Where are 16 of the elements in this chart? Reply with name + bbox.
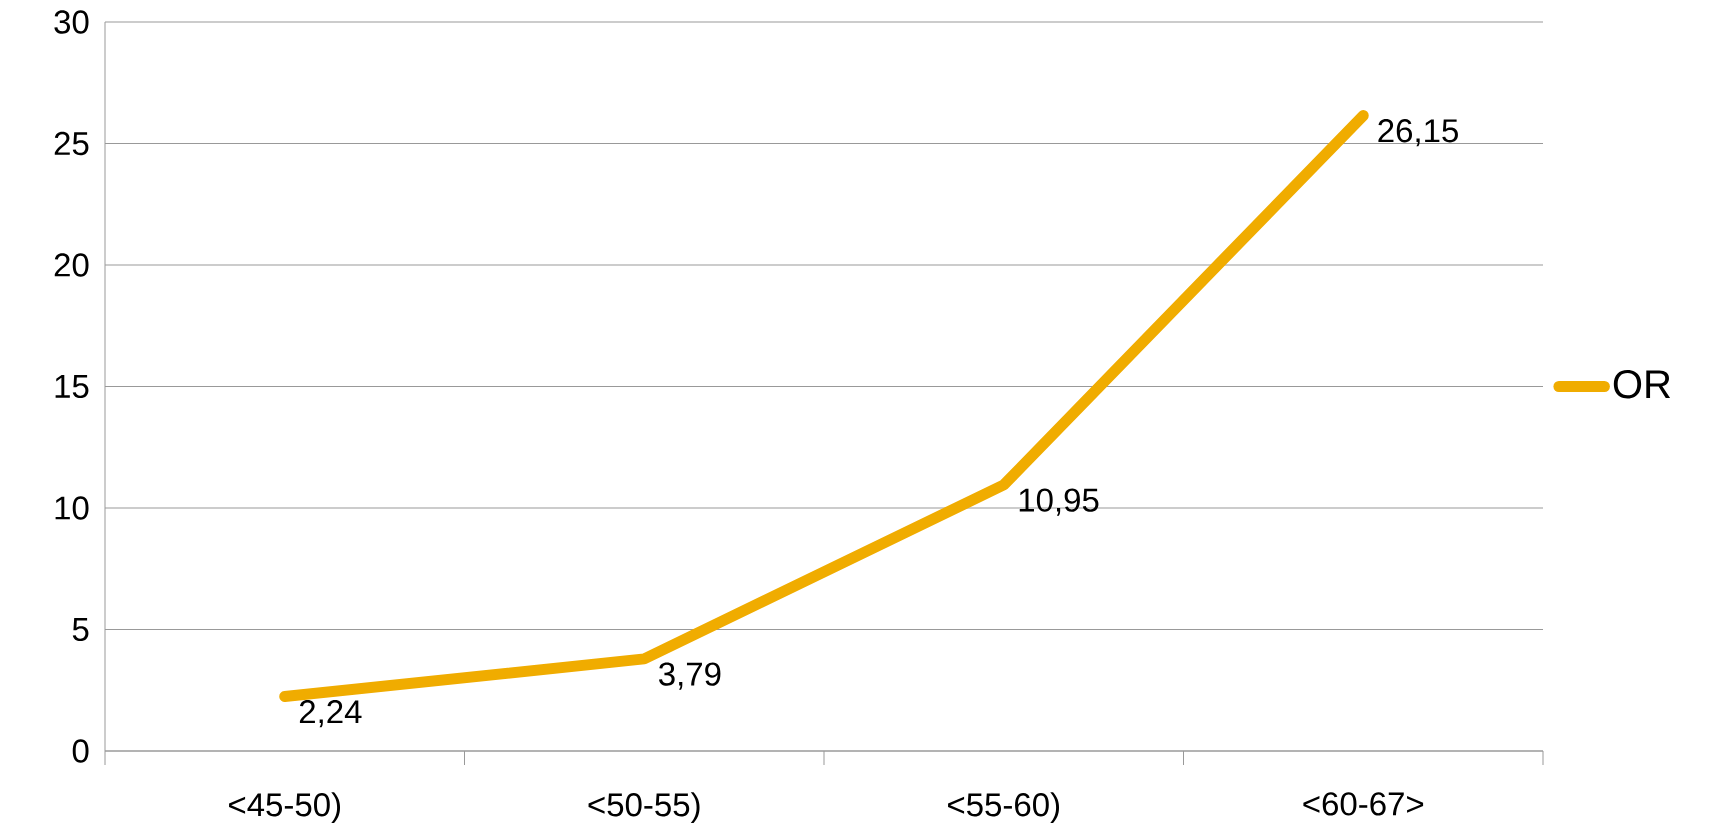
- data-label: 2,24: [299, 700, 362, 728]
- legend-label: OR: [1613, 370, 1671, 399]
- data-label: 26,15: [1378, 119, 1458, 147]
- y-tick-label: 20: [54, 253, 89, 277]
- y-tick-label: 15: [55, 374, 89, 399]
- y-tick-label: 25: [54, 131, 89, 156]
- x-tick-label: <55-60): [948, 792, 1060, 823]
- x-tick-label: <60-67>: [1303, 792, 1424, 816]
- data-label: 10,95: [1019, 488, 1099, 516]
- x-tick-label: <50-55): [588, 792, 700, 823]
- data-label: 3,79: [659, 662, 721, 690]
- x-tick-label: <45-50): [229, 792, 341, 823]
- y-tick-label: 0: [72, 739, 89, 763]
- y-tick-label: 30: [54, 10, 89, 34]
- y-tick-label: 5: [72, 617, 89, 642]
- y-tick-label: 10: [55, 496, 89, 520]
